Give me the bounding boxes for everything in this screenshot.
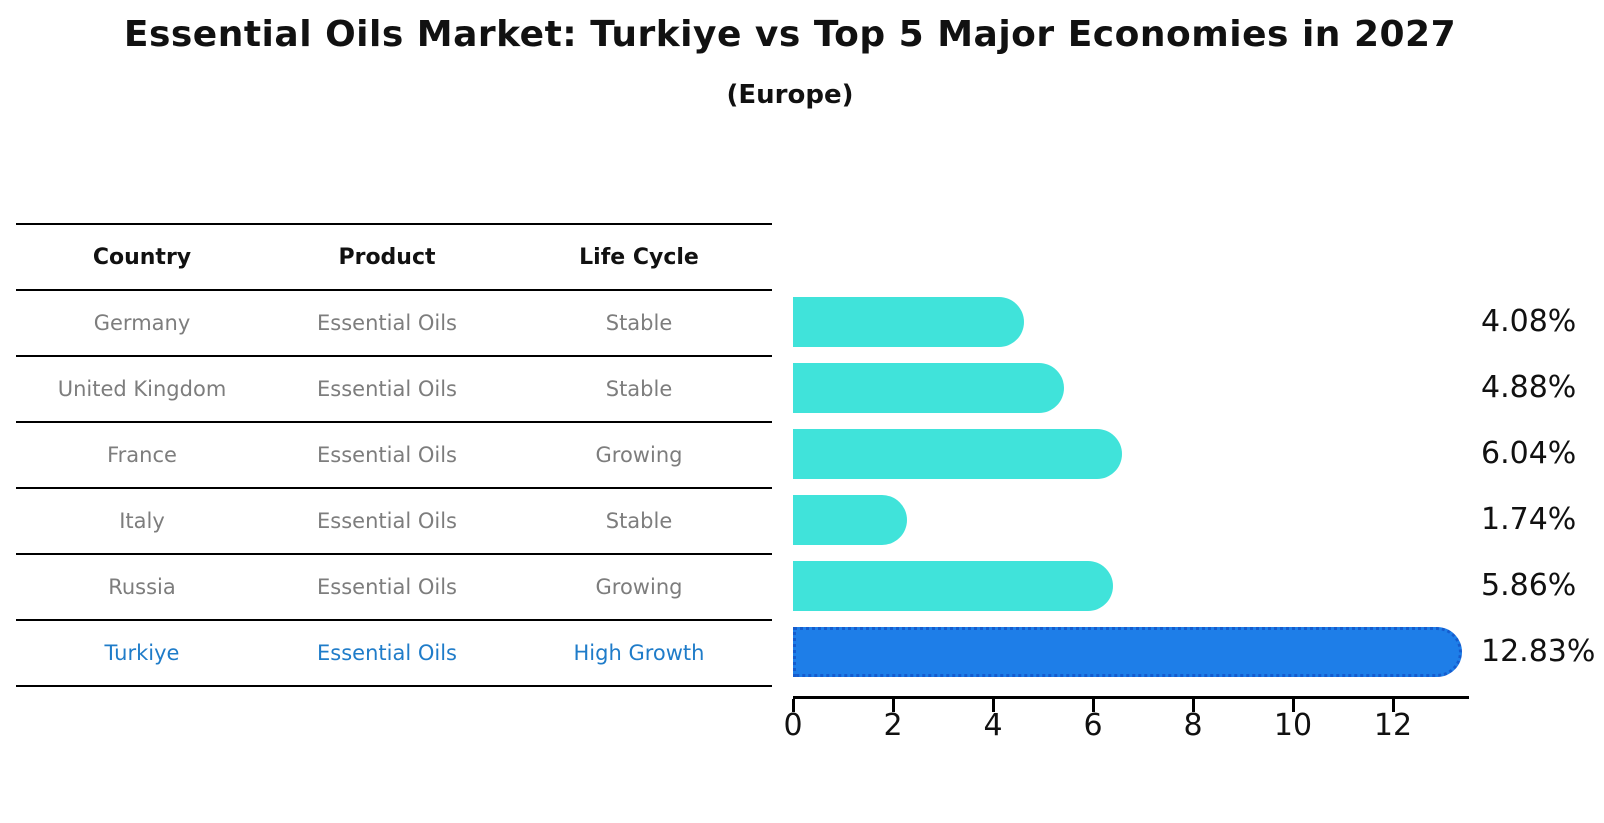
column-header-country: Country [92,244,192,270]
life-cycle-cell: Growing [595,443,683,467]
column-header-product: Product [338,244,436,270]
x-tick-label: 4 [983,708,1003,743]
country-cell: Germany [93,311,191,335]
life-cycle-cell: Stable [605,509,673,533]
country-cell: Italy [119,509,165,533]
table-row-italy: Italy Essential Oils Stable [16,487,772,553]
product-cell: Essential Oils [317,443,457,467]
bar-france [793,429,1122,479]
x-tick-mark [792,699,795,712]
x-tick-mark [1292,699,1295,712]
chart-title: Essential Oils Market: Turkiye vs Top 5 … [123,14,1457,55]
product-cell: Essential Oils [317,377,457,401]
life-cycle-cell: High Growth [573,641,705,665]
table-row-france: France Essential Oils Growing [16,421,772,487]
table-row-united-kingdom: United Kingdom Essential Oils Stable [16,355,772,421]
table-row-germany: Germany Essential Oils Stable [16,289,772,355]
x-tick-label: 2 [883,708,903,743]
product-cell: Essential Oils [317,575,457,599]
country-cell: Russia [108,575,176,599]
bar-germany [793,297,1024,347]
x-tick-mark [1092,699,1095,712]
chart-subtitle: (Europe) [726,80,854,110]
life-cycle-cell: Growing [595,575,683,599]
bar-united-kingdom [793,363,1064,413]
x-tick-mark [992,699,995,712]
value-label-germany: 4.08% [1481,304,1577,339]
table-header-row: Country Product Life Cycle [16,223,772,289]
x-tick-label: 0 [783,708,803,743]
country-table: Country Product Life Cycle Germany Essen… [16,223,772,687]
country-cell: United Kingdom [57,377,227,401]
x-tick-mark [892,699,895,712]
value-label-russia: 5.86% [1481,568,1577,603]
life-cycle-cell: Stable [605,311,673,335]
x-tick-label: 12 [1373,708,1413,743]
x-axis-line [793,696,1469,699]
x-tick-mark [1392,699,1395,712]
bar-russia [793,561,1113,611]
bar-turkiye [793,627,1462,677]
product-cell: Essential Oils [317,509,457,533]
value-label-italy: 1.74% [1481,502,1577,537]
product-cell: Essential Oils [317,641,457,665]
x-tick-label: 8 [1183,708,1203,743]
value-label-france: 6.04% [1481,436,1577,471]
value-label-united-kingdom: 4.88% [1481,370,1577,405]
bar-italy [793,495,907,545]
country-cell: Turkiye [104,641,180,665]
x-tick-label: 10 [1273,708,1313,743]
column-header-life-cycle: Life Cycle [579,244,699,270]
country-cell: France [107,443,177,467]
table-row-turkiye: Turkiye Essential Oils High Growth [16,619,772,687]
x-tick-mark [1192,699,1195,712]
product-cell: Essential Oils [317,311,457,335]
life-cycle-cell: Stable [605,377,673,401]
table-row-russia: Russia Essential Oils Growing [16,553,772,619]
x-tick-label: 6 [1083,708,1103,743]
value-label-turkiye: 12.83% [1481,634,1596,669]
